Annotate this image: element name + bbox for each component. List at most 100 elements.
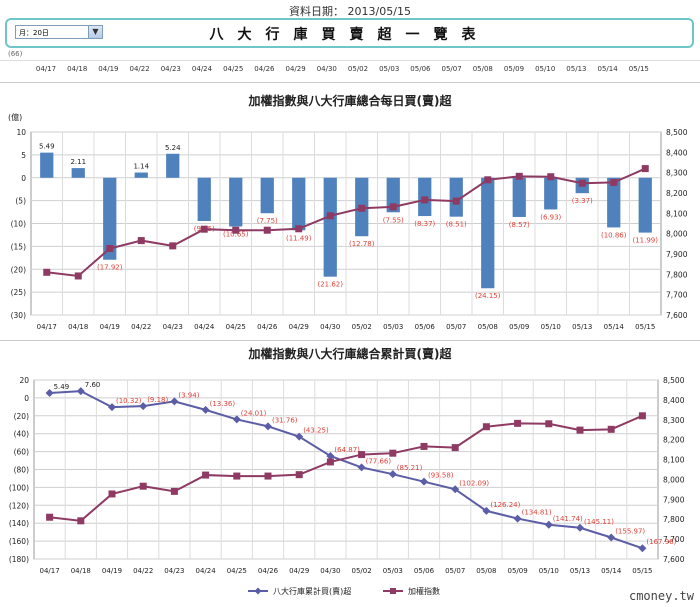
data-point [233,472,241,480]
point-data-label: (10.32) [116,397,142,405]
series-line [49,414,643,522]
data-point [202,471,210,479]
report-date: 資料日期： 2013/05/15 [289,5,411,18]
chart-title: 加權指數與八大行庫總合累計買(賣)超 [248,346,453,361]
right-axis-tick-label: 8,200 [663,436,685,445]
right-axis-tick-label: 7,600 [663,555,685,564]
x-axis-tick-label: 05/14 [604,323,625,331]
data-point [578,179,586,187]
x-axis-tick-label: 05/03 [383,567,403,575]
point-data-label: (31.76) [272,416,298,424]
left-axis-tick-label: 0 [24,394,29,403]
data-point [232,226,240,234]
cut-off-x-tick-label: 05/08 [472,65,493,73]
x-axis-tick-label: 05/14 [601,567,622,575]
period-select[interactable]: 月：20日 ▼ [15,25,103,39]
right-axis-tick-label: 7,900 [663,495,685,504]
data-point [295,225,303,233]
point-data-label: 7.60 [85,381,101,389]
data-point [514,419,522,427]
data-point [43,268,51,276]
right-axis-tick-label: 8,100 [663,456,685,465]
data-point [576,426,584,434]
data-point [420,442,428,450]
data-point [545,420,553,428]
point-data-label: (155.97) [615,528,645,536]
point-data-label: (3.94) [178,391,199,399]
legend-label: 八大行庫累計買(賣)超 [273,586,351,596]
data-point [326,458,334,466]
series-line [49,390,643,550]
x-axis-tick-label: 04/26 [258,567,279,575]
x-axis-tick-label: 04/25 [227,567,247,575]
left-axis-tick-label: (10) [11,220,26,229]
bar-data-label: (6.93) [540,213,561,221]
point-data-label: (43.25) [303,427,329,435]
data-point [170,397,179,406]
x-axis-tick-label: 04/18 [71,567,91,575]
x-axis-tick-label: 04/17 [37,323,57,331]
cut-off-x-tick-label: 05/09 [503,65,525,73]
data-point [295,471,303,479]
point-data-label: (126.24) [490,501,520,509]
cut-off-x-tick-label: 04/26 [254,65,275,73]
data-point [484,176,492,184]
cut-off-x-tick-label: 05/03 [379,65,400,73]
data-point [232,415,241,424]
site-watermark: cmoney.tw [628,589,694,603]
x-axis-tick-label: 05/03 [383,323,403,331]
chevron-down-icon[interactable]: ▼ [88,26,102,38]
point-data-label: (167.96) [646,538,676,546]
bar-data-label: 5.49 [39,143,55,151]
data-point [326,451,335,460]
data-point [420,477,428,486]
x-axis-tick-label: 05/02 [352,323,372,331]
cut-off-axis-line [0,60,700,61]
right-axis-tick-label: 8,500 [663,376,685,385]
bar [449,177,463,217]
bar [197,177,211,221]
data-point [77,517,85,525]
cut-off-x-tick-label: 05/07 [441,65,462,73]
bar [323,177,337,277]
bar [512,177,526,217]
x-axis-tick-label: 05/08 [478,323,498,331]
x-axis-tick-label: 04/29 [289,567,309,575]
bar-data-label: (8.51) [446,221,467,229]
x-axis-tick-label: 04/24 [196,567,217,575]
x-axis-tick-label: 04/24 [194,323,215,331]
cut-off-x-tick-label: 05/02 [347,65,369,73]
bar [40,152,54,178]
data-point [610,178,618,186]
data-point [137,237,145,245]
data-point [45,388,54,397]
section-divider [0,340,700,341]
x-axis-tick-label: 04/17 [40,567,60,575]
data-point [139,482,147,490]
data-point [638,412,646,420]
cut-off-x-tick-label: 05/10 [535,65,556,73]
bar-data-label: 1.14 [133,163,149,171]
right-axis-tick-label: 8,400 [663,396,685,405]
data-point [326,212,334,220]
data-point [201,405,210,414]
left-axis-tick-label: (60) [14,448,29,457]
bar [229,177,243,227]
data-point [108,403,116,412]
data-point [139,402,148,411]
cut-off-x-tick-label: 05/15 [628,65,649,73]
data-point [264,422,272,431]
left-axis-tick-label: (15) [11,242,26,251]
right-axis-tick-label: 8,100 [666,209,688,218]
right-axis-tick-label: 8,000 [663,475,685,484]
data-point [544,520,553,529]
bar-data-label: (11.49) [286,234,312,242]
x-axis-tick-label: 05/15 [635,323,655,331]
x-axis-tick-label: 05/07 [445,567,465,575]
left-axis-tick-label: (30) [11,311,26,320]
bar-data-label: (7.55) [383,216,404,224]
left-axis-unit-label: (億) [8,112,22,122]
bar-data-label: (10.86) [601,231,627,239]
point-data-label: 5.49 [54,383,70,391]
header-panel: 月：20日 ▼ 八大行庫買賣超一覽表 [5,18,694,48]
